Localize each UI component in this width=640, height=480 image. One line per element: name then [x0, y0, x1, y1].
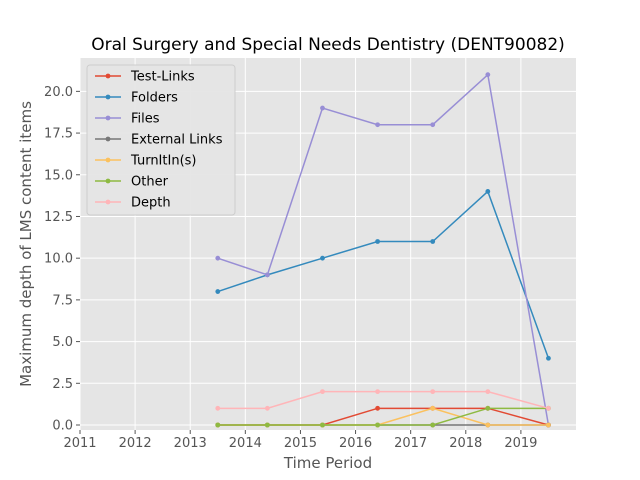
- data-point-folders: [320, 255, 325, 261]
- x-tick-label: 2014: [229, 436, 262, 451]
- legend-label: Files: [131, 112, 160, 127]
- data-point-turnitin-s: [485, 422, 491, 428]
- x-tick-label: 2013: [174, 436, 207, 451]
- data-point-other: [320, 422, 325, 428]
- y-tick-label: 7.5: [52, 293, 73, 308]
- data-point-files: [430, 122, 436, 128]
- x-tick-label: 2016: [339, 436, 372, 451]
- data-point-depth: [546, 405, 551, 411]
- x-axis-label: Time Period: [283, 454, 372, 472]
- data-point-files: [375, 122, 380, 128]
- legend-label: Other: [131, 175, 169, 190]
- y-tick-label: 17.5: [44, 127, 73, 142]
- data-point-folders: [546, 355, 551, 361]
- legend-marker: [105, 73, 111, 79]
- y-tick-label: 10.0: [44, 252, 73, 267]
- data-point-folders: [430, 239, 436, 244]
- y-tick-label: 20.0: [44, 85, 73, 100]
- data-point-files: [215, 255, 221, 261]
- data-point-test-links: [375, 405, 380, 411]
- data-point-depth: [320, 389, 325, 395]
- data-point-turnitin-s: [546, 422, 551, 428]
- x-tick-label: 2011: [63, 436, 96, 451]
- legend-label: External Links: [131, 133, 223, 148]
- data-point-depth: [430, 389, 436, 395]
- data-point-other: [264, 422, 270, 428]
- y-tick-label: 5.0: [52, 335, 73, 350]
- data-point-folders: [485, 189, 491, 194]
- y-tick-label: 2.5: [52, 377, 73, 392]
- data-point-other: [485, 405, 491, 411]
- data-point-other: [430, 422, 436, 428]
- x-tick-label: 2019: [504, 436, 537, 451]
- data-point-folders: [215, 289, 221, 294]
- chart-title: Oral Surgery and Special Needs Dentistry…: [91, 35, 565, 55]
- y-axis-label: Maximum depth of LMS content items: [17, 101, 35, 387]
- legend-box: [86, 64, 236, 216]
- data-point-files: [485, 72, 491, 78]
- data-point-depth: [264, 405, 270, 411]
- data-point-other: [215, 422, 221, 428]
- data-point-files: [320, 105, 325, 111]
- legend-marker: [105, 94, 111, 100]
- data-point-files: [264, 272, 270, 278]
- legend-label: Depth: [131, 196, 171, 211]
- data-point-folders: [375, 239, 380, 244]
- series-layer: [215, 72, 551, 428]
- legend-marker: [105, 157, 111, 163]
- x-tick-label: 2017: [394, 436, 427, 451]
- x-tick-label: 2015: [284, 436, 317, 451]
- y-tick-label: 15.0: [44, 168, 73, 183]
- data-point-depth: [215, 405, 221, 411]
- legend-marker: [105, 115, 111, 121]
- legend: Test-Links Folders Files External Links Turn…: [86, 64, 236, 216]
- data-point-other: [375, 422, 380, 428]
- y-tick-label: 12.5: [44, 210, 73, 225]
- legend-label: Folders: [131, 91, 178, 106]
- legend-label: TurnItIn(s): [130, 154, 196, 169]
- data-point-turnitin-s: [430, 405, 436, 411]
- data-point-depth: [375, 389, 380, 395]
- y-tick-label: 0.0: [52, 418, 73, 433]
- ticks: 2011 2012 2013 2014 2015 2016 2017 2018 2019 0.0 2…: [44, 85, 537, 451]
- data-point-depth: [485, 389, 491, 395]
- legend-marker: [105, 178, 111, 184]
- x-tick-label: 2018: [449, 436, 482, 451]
- x-tick-label: 2012: [119, 436, 152, 451]
- legend-marker: [105, 136, 111, 142]
- legend-marker: [105, 199, 111, 205]
- legend-label: Test-Links: [130, 70, 195, 85]
